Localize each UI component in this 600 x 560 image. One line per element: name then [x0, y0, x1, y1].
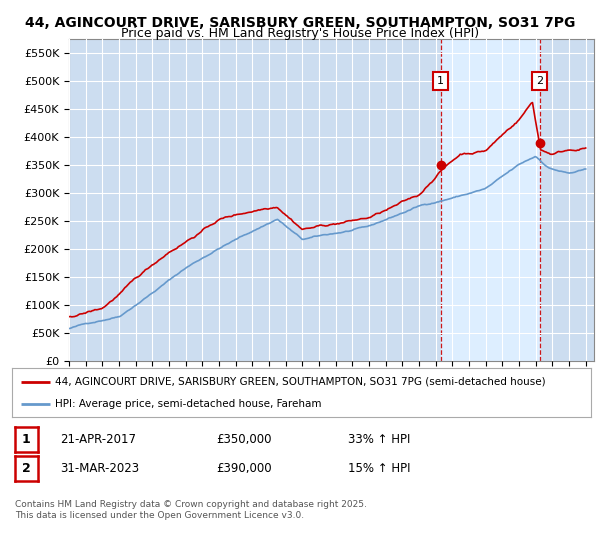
- Text: 33% ↑ HPI: 33% ↑ HPI: [348, 433, 410, 446]
- Text: 1: 1: [437, 76, 444, 86]
- Text: 44, AGINCOURT DRIVE, SARISBURY GREEN, SOUTHAMPTON, SO31 7PG: 44, AGINCOURT DRIVE, SARISBURY GREEN, SO…: [25, 16, 575, 30]
- Text: 15% ↑ HPI: 15% ↑ HPI: [348, 462, 410, 475]
- Text: 2: 2: [536, 76, 544, 86]
- Text: £390,000: £390,000: [216, 462, 272, 475]
- Bar: [440, 39, 540, 361]
- Text: 1: 1: [22, 433, 31, 446]
- Text: 31-MAR-2023: 31-MAR-2023: [60, 462, 139, 475]
- Text: 21-APR-2017: 21-APR-2017: [60, 433, 136, 446]
- Text: Contains HM Land Registry data © Crown copyright and database right 2025.
This d: Contains HM Land Registry data © Crown c…: [15, 500, 367, 520]
- Text: Price paid vs. HM Land Registry's House Price Index (HPI): Price paid vs. HM Land Registry's House …: [121, 27, 479, 40]
- Text: 44, AGINCOURT DRIVE, SARISBURY GREEN, SOUTHAMPTON, SO31 7PG (semi-detached house: 44, AGINCOURT DRIVE, SARISBURY GREEN, SO…: [55, 377, 546, 387]
- Text: 2: 2: [22, 462, 31, 475]
- Text: £350,000: £350,000: [216, 433, 271, 446]
- Text: HPI: Average price, semi-detached house, Fareham: HPI: Average price, semi-detached house,…: [55, 399, 322, 409]
